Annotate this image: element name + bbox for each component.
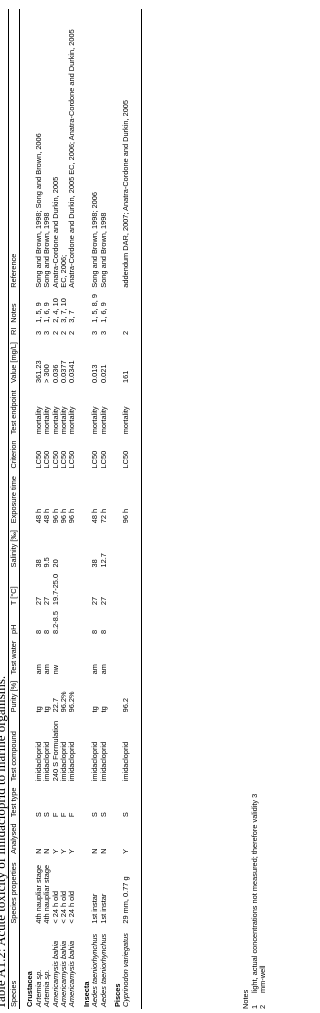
- cell: tg: [98, 706, 108, 713]
- note-text: mm-well: [258, 965, 268, 993]
- cell: 1st instar: [98, 893, 108, 924]
- column-header: Reference: [9, 253, 18, 288]
- cell: am: [98, 664, 108, 675]
- cell: 27: [98, 596, 108, 606]
- column-header: Test type: [9, 787, 18, 818]
- toxicity-table: Species Species properties Analysed Test ty…: [8, 9, 142, 1009]
- group-row: Insecta: [77, 9, 91, 1009]
- cell: Americamysis bahia: [67, 940, 77, 1007]
- cell: [122, 289, 142, 325]
- group-row: Pisces: [108, 9, 122, 1009]
- cell: [60, 525, 68, 569]
- cell: 96.2: [121, 676, 142, 715]
- cell: Aedes taeniorhynchus: [98, 933, 108, 1007]
- cell: 1, 6, 9: [98, 302, 108, 323]
- cell: [68, 525, 76, 569]
- cell: 72 h: [98, 508, 108, 524]
- cell: mortality: [98, 406, 108, 435]
- cell: [122, 607, 142, 637]
- column-header: Species: [9, 980, 18, 1007]
- cell: 29 mm, 0.77 g: [121, 855, 142, 926]
- column-header: Salinity [‰]: [9, 530, 18, 568]
- cell: imidacloprid: [121, 714, 142, 784]
- column-header: Species properties: [9, 862, 18, 924]
- cell: LC50: [67, 450, 77, 469]
- note: 2 mm-well: [258, 794, 268, 1009]
- cell: [60, 569, 68, 607]
- column-header: T [°C]: [9, 586, 18, 606]
- cell: < 24 h old: [67, 890, 77, 924]
- column-header: Analysed: [9, 823, 18, 854]
- column-header: Notes: [9, 303, 18, 323]
- note-number: 2: [258, 1004, 268, 1009]
- cell: 2: [121, 324, 142, 337]
- cell: N: [98, 848, 108, 854]
- column-header: Test water: [9, 640, 18, 675]
- note-text: light, actual concentrations not measure…: [249, 793, 259, 993]
- column-header: Value [mg/L]: [9, 342, 18, 384]
- cell: Anatra-Cordone and Durkin, 2005: [50, 176, 60, 288]
- cell: Song and Brown, 1998: [98, 212, 108, 288]
- cell: 161: [121, 336, 142, 386]
- column-header: Test endpoint: [9, 390, 18, 435]
- cell: LC50: [98, 450, 108, 469]
- cell: F: [67, 812, 77, 818]
- column-header: pH: [9, 624, 18, 635]
- cell: LC50: [121, 436, 142, 471]
- column-header: Test compound: [9, 731, 18, 782]
- table-body: Crustacea Artemia sp. 4th naupliar stage N S…: [20, 9, 142, 1009]
- header-row: Species Species properties Analysed Test ty…: [8, 9, 20, 1009]
- cell: Cyprinodon variegatus: [121, 925, 142, 1009]
- cell: 19.7-25.0: [50, 573, 60, 606]
- cell: Anatra-Cordone and Durkin, 2005 EC, 2006…: [67, 29, 77, 288]
- notes: Notes 1light, actual concentrations not …: [241, 793, 268, 1009]
- group-row: Crustacea: [20, 9, 35, 1009]
- cell: 0.021: [98, 364, 108, 384]
- cell: mortality: [67, 406, 77, 435]
- cell: [60, 636, 68, 676]
- cell: 0.0341: [67, 360, 77, 384]
- cell: [122, 636, 142, 677]
- cell: 8.2-8.5: [50, 611, 60, 635]
- group-name: Insecta: [81, 981, 91, 1007]
- cell: imidacloprid: [98, 741, 108, 782]
- cell: 96 h: [121, 470, 142, 526]
- group-name: Pisces: [113, 983, 123, 1007]
- cell: addendum DAR, 2007; Anatra-Cordone and D…: [121, 9, 142, 290]
- cell: [68, 636, 76, 676]
- cell: 3: [98, 330, 108, 335]
- column-header: Purity [%]: [9, 680, 18, 713]
- cell: 96.2%: [67, 691, 77, 713]
- cell: [68, 607, 76, 636]
- cell: 12.7: [98, 553, 108, 568]
- cell: mortality: [121, 385, 142, 437]
- column-header: Criterion: [9, 440, 18, 469]
- cell: 2: [67, 330, 77, 335]
- cell: [60, 607, 68, 636]
- cell: Y: [67, 848, 77, 854]
- cell: [122, 569, 142, 608]
- rotated-sheet: Table A1.2: Acute toxicity of imidaclopr…: [0, 9, 268, 1009]
- cell: [68, 569, 76, 607]
- column-header: RI: [9, 327, 18, 335]
- cell: 3, 7: [67, 310, 77, 323]
- cell: 20: [50, 559, 60, 568]
- group-name: Crustacea: [25, 971, 35, 1007]
- cell: nw: [50, 664, 60, 675]
- page: {"title": "Table A1.2: Acute toxicity of…: [0, 9, 268, 1009]
- cell: S: [121, 783, 142, 820]
- cell: 96 h: [67, 508, 77, 524]
- cell: 8: [98, 629, 108, 635]
- cell: Y: [121, 819, 142, 856]
- cell: imidacloprid: [67, 741, 77, 782]
- column-header: Exposure time: [9, 475, 18, 524]
- cell: [122, 525, 142, 570]
- cell: S: [98, 812, 108, 818]
